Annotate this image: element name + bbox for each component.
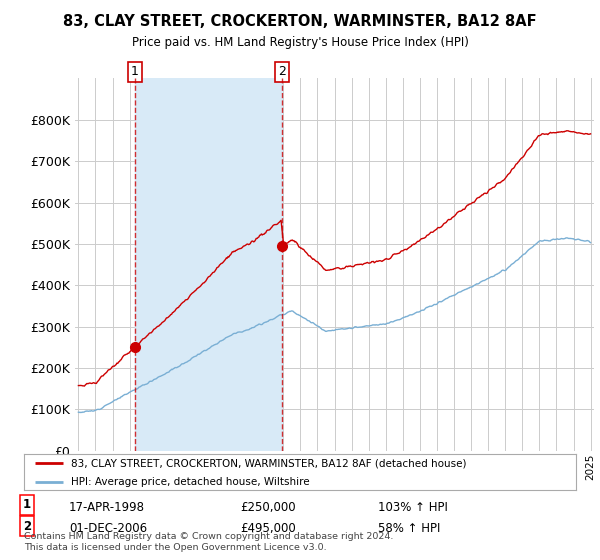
Text: 01-DEC-2006: 01-DEC-2006 bbox=[69, 522, 147, 535]
Text: 2: 2 bbox=[278, 66, 286, 78]
Text: 17-APR-1998: 17-APR-1998 bbox=[69, 501, 145, 514]
Bar bbox=[134, 78, 282, 451]
Text: 58% ↑ HPI: 58% ↑ HPI bbox=[378, 522, 440, 535]
Text: 1: 1 bbox=[23, 498, 31, 511]
Text: Contains HM Land Registry data © Crown copyright and database right 2024.
This d: Contains HM Land Registry data © Crown c… bbox=[24, 532, 394, 552]
Text: 83, CLAY STREET, CROCKERTON, WARMINSTER, BA12 8AF (detached house): 83, CLAY STREET, CROCKERTON, WARMINSTER,… bbox=[71, 459, 466, 468]
Text: 83, CLAY STREET, CROCKERTON, WARMINSTER, BA12 8AF: 83, CLAY STREET, CROCKERTON, WARMINSTER,… bbox=[63, 14, 537, 29]
Text: 103% ↑ HPI: 103% ↑ HPI bbox=[378, 501, 448, 514]
Text: 2: 2 bbox=[23, 520, 31, 533]
Text: Price paid vs. HM Land Registry's House Price Index (HPI): Price paid vs. HM Land Registry's House … bbox=[131, 36, 469, 49]
Text: HPI: Average price, detached house, Wiltshire: HPI: Average price, detached house, Wilt… bbox=[71, 477, 310, 487]
Text: 1: 1 bbox=[131, 66, 139, 78]
Text: £495,000: £495,000 bbox=[240, 522, 296, 535]
Text: £250,000: £250,000 bbox=[240, 501, 296, 514]
